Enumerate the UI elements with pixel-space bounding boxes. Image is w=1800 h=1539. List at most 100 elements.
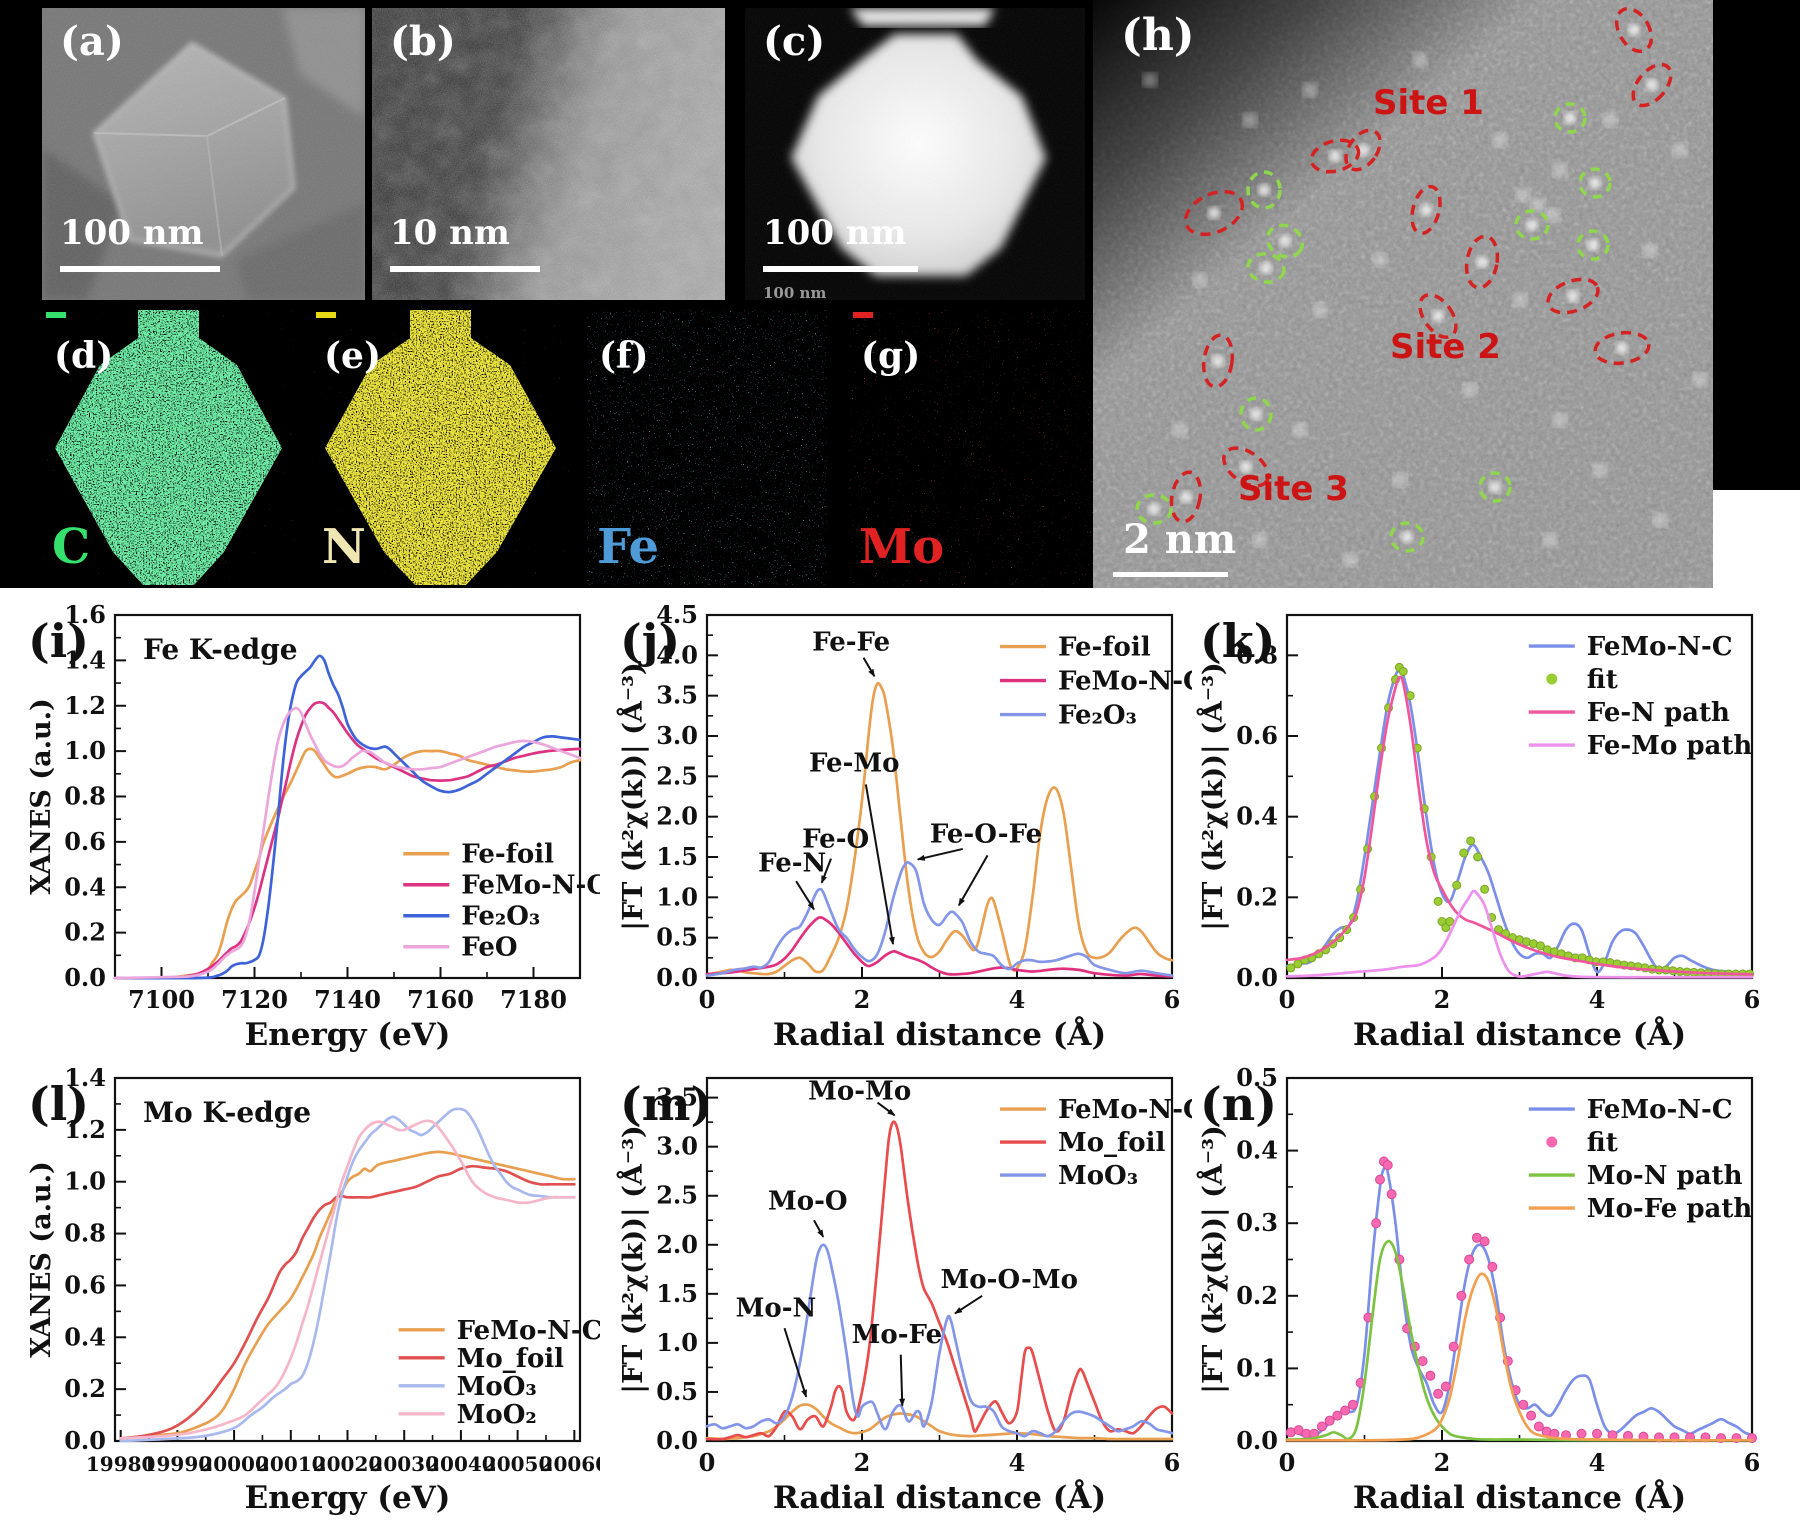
legend-label: Mo-Fe path bbox=[1587, 1194, 1753, 1224]
bright-dot bbox=[1208, 207, 1220, 219]
chart-panel-k: (k) 0 2 4 6 0.0 0.2 0.4 0.6 0.8 Radial distance (Å… bbox=[1192, 593, 1772, 1073]
eds-map-molybdenum: (g) Mo bbox=[849, 310, 1103, 585]
color-chip-nitrogen bbox=[316, 312, 336, 318]
bright-dot bbox=[1553, 163, 1567, 177]
y-tick-label: 0.0 bbox=[656, 1426, 698, 1455]
bright-dot bbox=[1628, 24, 1640, 36]
annotation-arrow bbox=[783, 1327, 808, 1398]
site-marker-green bbox=[1478, 471, 1512, 503]
site-marker-red bbox=[1418, 293, 1458, 339]
scale-bar-b bbox=[390, 266, 540, 272]
x-tick-label: 4 bbox=[1009, 1448, 1026, 1477]
annotation-text: Mo-Fe bbox=[852, 1320, 943, 1350]
bright-atom-dots bbox=[1143, 24, 1707, 567]
site-marker-red bbox=[1464, 234, 1500, 290]
curve-Fe2O3 bbox=[705, 860, 1174, 977]
x-tick-label: 4 bbox=[1009, 985, 1026, 1014]
legend-label: Fe₂O₃ bbox=[461, 902, 540, 932]
curve-Mo_foil bbox=[705, 1120, 1174, 1441]
curve-FeMo-N-C bbox=[705, 1403, 1174, 1441]
annotation-text: Fe-Mo bbox=[809, 748, 900, 778]
curve-MoO3 bbox=[705, 1243, 1174, 1438]
x-tick-label: 0 bbox=[1279, 1448, 1296, 1477]
data-point-fit bbox=[1371, 1218, 1382, 1229]
annotation-arrow bbox=[864, 784, 895, 946]
curve-MoO3 bbox=[119, 1107, 576, 1443]
bright-dot bbox=[1476, 256, 1488, 268]
bright-dot bbox=[1420, 204, 1432, 216]
x-tick-label: 0 bbox=[699, 1448, 716, 1477]
y-tick-label: 0.0 bbox=[1236, 963, 1278, 992]
annotation-arrow bbox=[899, 1354, 906, 1407]
element-label-e: N bbox=[322, 519, 366, 575]
legend-label: FeMo-N-C bbox=[1587, 1095, 1733, 1125]
bright-dot bbox=[1513, 293, 1527, 307]
site-marker-red bbox=[1344, 128, 1382, 172]
bright-dot bbox=[1293, 423, 1307, 437]
bright-dot bbox=[1432, 310, 1444, 322]
y-tick-label: 1.5 bbox=[656, 842, 698, 871]
y-tick-label: 0.4 bbox=[64, 872, 106, 901]
data-point-fit bbox=[1324, 1415, 1335, 1426]
legend-label: Mo_foil bbox=[457, 1344, 565, 1374]
chart-panel-m: (m) 0 2 4 6 0.0 0.5 1.0 1.5 2.0 2.5 3.0 3.5 Radial di… bbox=[612, 1056, 1204, 1536]
y-tick-label: 1.4 bbox=[64, 1063, 106, 1092]
legend-label: FeMo-N-C bbox=[461, 871, 600, 901]
ft-exafs-mo-fit-chart: (n) 0 2 4 6 0.0 0.1 0.2 0.3 0.4 0.5 Radial distance… bbox=[1195, 1063, 1761, 1516]
annotation-text: Fe-O-Fe bbox=[930, 819, 1042, 849]
x-tick-label: 20030 bbox=[369, 1452, 439, 1476]
site-label: Site 3 bbox=[1238, 469, 1349, 509]
bright-dot bbox=[1260, 262, 1272, 274]
x-tick-label: 6 bbox=[1744, 1448, 1761, 1477]
bright-dot bbox=[1553, 413, 1567, 427]
bright-dot bbox=[1567, 290, 1579, 302]
panel-letter: (k) bbox=[1200, 614, 1275, 668]
data-point-fit bbox=[1347, 1399, 1358, 1410]
hrtem-image bbox=[372, 8, 725, 300]
data-point-fit bbox=[1533, 1421, 1544, 1432]
legend-label: fit bbox=[1587, 665, 1618, 695]
x-axis-label: Radial distance (Å) bbox=[773, 1478, 1106, 1516]
x-tick-label: 7120 bbox=[221, 985, 288, 1014]
eds-map-iron: (f) Fe bbox=[587, 310, 827, 585]
y-axis-label: |FT (k²χ(k))| (Å⁻³) bbox=[615, 1125, 649, 1393]
annotation-arrow bbox=[795, 880, 815, 911]
data-point-fit bbox=[1466, 836, 1476, 846]
site-marker-green bbox=[1239, 396, 1273, 432]
legend-label: MoO₃ bbox=[457, 1372, 537, 1402]
x-tick-label: 20050 bbox=[483, 1452, 553, 1476]
y-tick-label: 0.0 bbox=[656, 963, 698, 992]
legend-label: FeO bbox=[461, 933, 517, 963]
hrtem-image-panel: (b) 10 nm bbox=[372, 8, 725, 300]
bright-dot bbox=[1212, 355, 1224, 367]
x-tick-label: 2 bbox=[854, 985, 871, 1014]
curve-FeMo-N-C bbox=[705, 915, 1174, 978]
curve-FeMo-N-C bbox=[1285, 1164, 1754, 1439]
y-tick-label: 1.4 bbox=[64, 645, 106, 674]
panel-letter: (m) bbox=[620, 1077, 712, 1131]
chart-panel-j: (j) 0 2 4 6 0.0 0.5 1.0 1.5 2.0 2.5 3.0 3.5 4.0 4.5 Rad… bbox=[612, 593, 1204, 1073]
bright-dot bbox=[1401, 531, 1413, 543]
y-tick-label: 0.4 bbox=[1236, 1136, 1278, 1165]
site-marker-green bbox=[1553, 102, 1587, 134]
bright-dot bbox=[1489, 481, 1501, 493]
legend-label: FeMo-N-C bbox=[1058, 667, 1192, 697]
y-tick-label: 1.0 bbox=[656, 1328, 698, 1357]
scale-bar-h bbox=[1113, 572, 1228, 577]
data-point-fit bbox=[1382, 1160, 1393, 1171]
y-tick-label: 0.8 bbox=[1236, 640, 1278, 669]
annotation-text: Fe-Fe bbox=[812, 627, 890, 657]
bright-dot bbox=[1653, 513, 1667, 527]
chart-panel-n: (n) 0 2 4 6 0.0 0.1 0.2 0.3 0.4 0.5 Radial distance… bbox=[1192, 1056, 1772, 1536]
data-point-fit bbox=[1526, 1410, 1537, 1421]
data-point-fit bbox=[1456, 1290, 1467, 1301]
legend-label: FeMo-N-C bbox=[1058, 1095, 1192, 1125]
y-axis-label: XANES (a.u.) bbox=[26, 1161, 57, 1358]
panel-letter: (l) bbox=[28, 1077, 89, 1131]
element-label-g: Mo bbox=[859, 519, 945, 575]
x-tick-label: 7140 bbox=[314, 985, 381, 1014]
annotation-arrow bbox=[954, 1294, 983, 1315]
scale-bar-remnant-c: 100 nm bbox=[763, 284, 827, 300]
ft-exafs-mo-chart: (m) 0 2 4 6 0.0 0.5 1.0 1.5 2.0 2.5 3.0 3.5 Radial di… bbox=[615, 1077, 1204, 1516]
bright-dot bbox=[1493, 133, 1507, 147]
